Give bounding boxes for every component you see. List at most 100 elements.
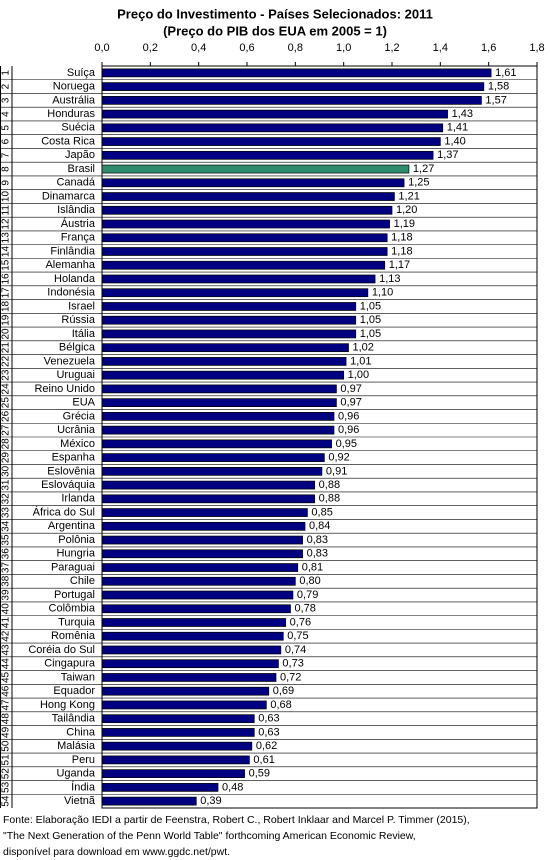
rank-label: 20 <box>1 328 12 340</box>
bar <box>101 425 335 435</box>
value-label: 0,74 <box>285 644 306 656</box>
value-label: 0,88 <box>319 493 340 505</box>
footnote: disponível para download em www.ggdc.net… <box>3 846 230 858</box>
category-label: Vietnã <box>64 795 96 807</box>
rank-label: 19 <box>1 314 12 326</box>
bar <box>101 453 325 462</box>
value-label: 1,13 <box>379 273 400 285</box>
bar <box>101 576 296 586</box>
value-label: 0,61 <box>253 754 274 766</box>
bar <box>101 178 405 188</box>
rank-label: 25 <box>1 397 12 409</box>
category-label: Cingapura <box>44 658 96 670</box>
category-label: Paraguai <box>51 561 95 573</box>
category-label: Peru <box>72 754 95 766</box>
rank-label: 37 <box>1 562 12 574</box>
x-tick-label: 1,0 <box>336 42 351 54</box>
bar <box>101 205 393 215</box>
rank-label: 14 <box>1 246 12 258</box>
bar <box>101 150 434 160</box>
rank-label: 23 <box>1 369 12 381</box>
rank-label: 9 <box>1 180 12 186</box>
category-label: Uganda <box>56 768 95 780</box>
bar <box>101 783 219 792</box>
category-label: Suíça <box>67 67 96 79</box>
category-label: Coréia do Sul <box>28 644 95 656</box>
x-tick-label: 1,4 <box>433 42 448 54</box>
rank-label: 17 <box>1 287 12 299</box>
bar <box>101 274 376 284</box>
bar <box>101 370 345 380</box>
x-tick-label: 1,8 <box>529 42 544 54</box>
x-tick-label: 1,6 <box>481 42 496 54</box>
category-label: Canadá <box>56 177 95 189</box>
rank-label: 12 <box>1 218 12 230</box>
value-label: 1,05 <box>360 314 381 326</box>
value-label: 0,48 <box>222 781 243 793</box>
rank-label: 43 <box>1 644 12 656</box>
category-label: França <box>61 232 96 244</box>
value-label: 0,76 <box>290 616 311 628</box>
category-label: Costa Rica <box>41 135 96 147</box>
category-label: Venezuela <box>44 355 96 367</box>
rank-label: 40 <box>1 603 12 615</box>
category-label: Polônia <box>58 534 96 546</box>
value-label: 1,25 <box>408 177 429 189</box>
bar <box>101 192 395 201</box>
bar <box>101 741 253 751</box>
category-label: Uruguai <box>56 369 95 381</box>
category-label: Holanda <box>54 273 96 285</box>
bar <box>101 796 197 806</box>
rank-label: 29 <box>1 452 12 464</box>
bar <box>101 645 282 655</box>
bar <box>101 700 267 710</box>
bar <box>101 604 291 614</box>
bar <box>101 590 294 600</box>
category-label: Equador <box>53 685 95 697</box>
bar <box>101 508 308 517</box>
category-label: Malásia <box>57 740 96 752</box>
category-label: Austrália <box>52 94 96 106</box>
bar <box>101 247 388 256</box>
category-label: Finlândia <box>50 245 96 257</box>
x-tick-label: 0,8 <box>288 42 303 54</box>
value-label: 0,78 <box>295 603 316 615</box>
bar <box>101 315 357 325</box>
value-label: 1,20 <box>396 204 417 216</box>
category-label: Tailândia <box>52 713 96 725</box>
bar <box>101 618 287 627</box>
category-label: Ucrânia <box>57 424 96 436</box>
rank-label: 13 <box>1 232 12 244</box>
bar <box>101 755 250 765</box>
category-label: Hong Kong <box>40 699 95 711</box>
bar <box>101 521 306 531</box>
rank-label: 42 <box>1 630 12 642</box>
category-label: Grécia <box>63 410 96 422</box>
category-label: Indonésia <box>47 287 96 299</box>
rank-label: 36 <box>1 548 12 560</box>
rank-label: 18 <box>1 300 12 312</box>
value-label: 0,72 <box>280 671 301 683</box>
rank-label: 49 <box>1 726 12 738</box>
value-label: 0,62 <box>256 740 277 752</box>
category-label: Chile <box>70 575 95 587</box>
value-label: 0,91 <box>326 465 347 477</box>
value-label: 0,63 <box>258 726 279 738</box>
value-label: 0,69 <box>273 685 294 697</box>
bar <box>101 288 369 298</box>
bar <box>101 260 386 270</box>
bar <box>101 714 255 724</box>
rank-label: 8 <box>1 166 12 172</box>
rank-label: 10 <box>1 191 12 203</box>
x-tick-label: 1,2 <box>384 42 399 54</box>
rank-label: 2 <box>1 83 12 89</box>
rank-label: 22 <box>1 355 12 367</box>
category-label: África do Sul <box>33 505 95 518</box>
category-label: Eslovênia <box>47 465 96 477</box>
bar <box>101 137 441 146</box>
category-label: Alemanha <box>45 259 95 271</box>
rank-label: 24 <box>1 383 12 395</box>
bar <box>101 535 303 545</box>
bar <box>101 549 303 559</box>
